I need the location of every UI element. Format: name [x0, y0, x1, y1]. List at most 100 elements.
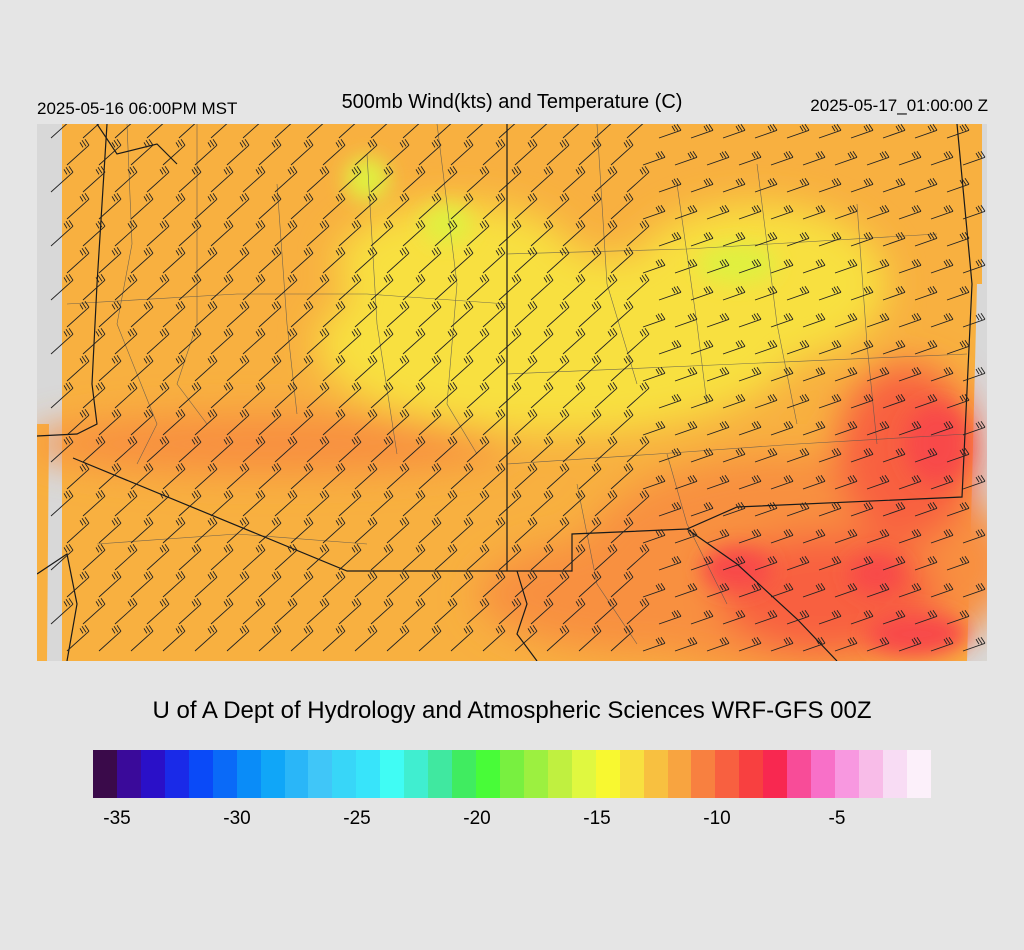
wind-barb [242, 597, 266, 625]
wind-barb [402, 219, 426, 247]
wind-barb [770, 205, 794, 220]
wind-barb [546, 300, 570, 328]
wind-barb [962, 313, 986, 328]
wind-barb [82, 543, 106, 571]
wind-barb [546, 516, 570, 544]
wind-barb [210, 543, 234, 571]
wind-barb [146, 219, 170, 247]
wind-barb [914, 502, 938, 517]
wind-barb [274, 124, 292, 139]
wind-barb [82, 219, 106, 247]
wind-barb [690, 502, 714, 517]
colorbar-label: -30 [223, 808, 251, 829]
wind-barb [178, 219, 202, 247]
wind-barb [642, 475, 666, 490]
wind-barb [866, 637, 890, 652]
wind-barb [98, 624, 122, 652]
wind-barb [258, 570, 282, 598]
wind-barb [834, 421, 858, 436]
wind-barb [690, 286, 714, 301]
wind-barb [674, 637, 698, 652]
wind-barb [354, 300, 378, 328]
wind-barb [626, 273, 650, 301]
cold-spot-1 [345, 157, 389, 201]
colorbar-swatch [547, 750, 572, 798]
wind-barbs [50, 124, 986, 652]
colorbar-swatch [116, 750, 141, 798]
wind-barb [370, 273, 394, 301]
wind-barb [674, 583, 698, 598]
wind-barb [386, 570, 410, 598]
wind-barb [770, 259, 794, 274]
wind-barb [274, 219, 298, 247]
wind-barb [914, 610, 938, 625]
wind-barb [386, 516, 410, 544]
wind-barb [162, 516, 186, 544]
wind-barb [274, 543, 298, 571]
wind-barb [914, 178, 938, 193]
wind-barb [930, 151, 954, 166]
wind-barb [818, 286, 842, 301]
wind-barb [850, 448, 874, 463]
colorbar-label: -15 [583, 808, 611, 829]
colorbar-labels: -35 -30 -25 -20 -15 -10 -5 [0, 808, 1024, 838]
wind-barb [962, 583, 986, 598]
wind-barb [146, 597, 170, 625]
wind-barb [482, 408, 506, 436]
wind-barb [130, 516, 154, 544]
wind-barb [450, 246, 474, 274]
wind-barb [322, 408, 346, 436]
wind-barb [466, 435, 490, 463]
hottest-spot-east [905, 404, 969, 484]
wind-barb [242, 124, 260, 139]
wind-barb [66, 408, 90, 436]
wind-barb [898, 205, 922, 220]
hottest-spot-south [702, 547, 772, 591]
wind-barb [578, 354, 602, 382]
wind-barb [450, 570, 474, 598]
wind-barb [354, 408, 378, 436]
wind-barb [770, 475, 794, 490]
wind-barb [242, 381, 266, 409]
wind-barb [194, 516, 218, 544]
wind-barb [290, 246, 314, 274]
wind-barb [546, 408, 570, 436]
wind-barb [274, 597, 298, 625]
wind-barb [578, 462, 602, 490]
wind-barb [514, 408, 538, 436]
wind-barb [706, 583, 730, 598]
wind-barb [594, 165, 618, 193]
colorbar-swatch [452, 750, 476, 798]
wind-barb [850, 502, 874, 517]
wind-barb [626, 124, 644, 139]
wind-barb [210, 597, 234, 625]
wind-barb [674, 313, 698, 328]
wind-barb [434, 124, 452, 139]
wind-barb [242, 165, 266, 193]
wind-barb [754, 232, 778, 247]
wind-barb [146, 381, 170, 409]
wind-barb [482, 300, 506, 328]
wind-barb [210, 273, 234, 301]
wind-barb [66, 516, 90, 544]
wind-barb [818, 178, 842, 193]
wind-barb [914, 340, 938, 355]
wind-barb [114, 489, 138, 517]
wind-barb [162, 192, 186, 220]
wind-barb [594, 435, 618, 463]
wind-barb [418, 516, 442, 544]
wind-barb [722, 556, 746, 571]
wind-barb [818, 556, 842, 571]
wind-barb [546, 138, 570, 166]
wind-barb [402, 597, 426, 625]
wind-barb [562, 489, 586, 517]
wind-barb [514, 624, 538, 652]
wind-barb [770, 637, 794, 652]
wind-barb [802, 475, 826, 490]
wind-barb [402, 327, 426, 355]
wind-barb [114, 219, 138, 247]
wind-barb [578, 408, 602, 436]
temperature-colorbar [93, 750, 931, 798]
wind-barb [914, 124, 938, 139]
wind-barb [322, 516, 346, 544]
